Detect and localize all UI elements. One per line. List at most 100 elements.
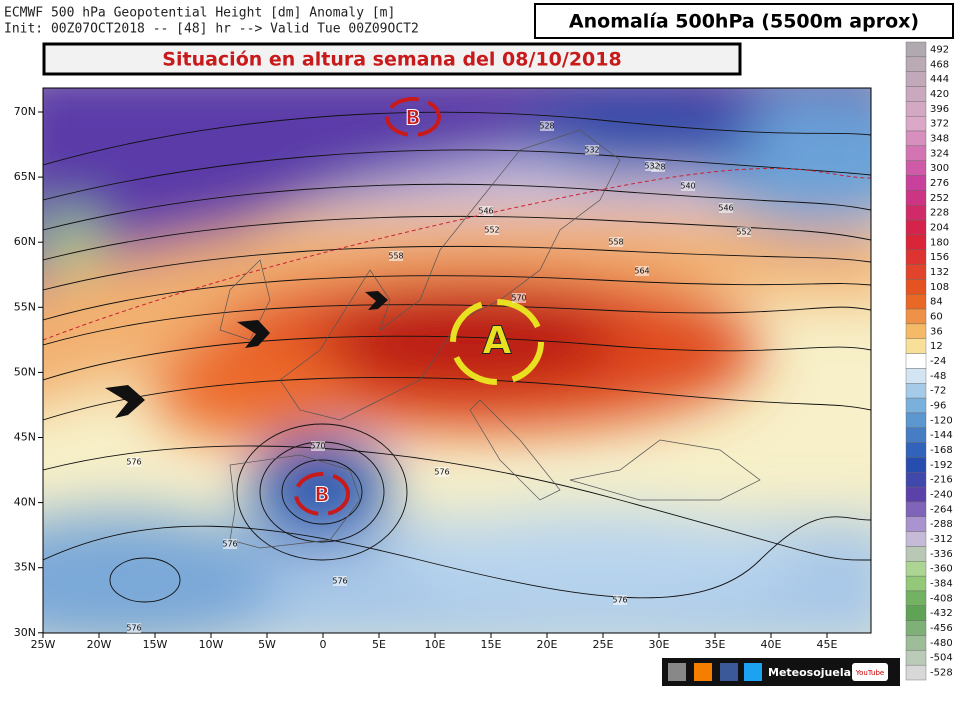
colorbar-cell [905,323,927,339]
contour-label-bg [681,181,695,191]
colorbar-cell [905,516,927,532]
title-main-box [42,42,742,76]
colorbar-cell [905,86,927,102]
colorbar-label: 372 [930,119,949,130]
colorbar-cell [905,338,927,354]
contour-label: 576 [612,596,627,605]
title-main: Situación en altura semana del 08/10/201… [162,49,621,71]
contour-label-bg [512,293,526,303]
colorbar-cell [905,190,927,206]
lon-label: 25W [31,638,56,651]
colorbar-label: -336 [930,549,953,560]
contour-label-bg [645,161,659,171]
contour-label: 532 [644,162,659,171]
colorbar-label: 348 [930,133,949,144]
header-line: ECMWF 500 hPa Geopotential Height [dm] A… [4,6,395,21]
colorbar-cell [905,294,927,310]
colorbar-label: 204 [930,222,949,233]
lat-label: 35N [14,561,36,574]
brand: Meteosojuela [768,666,851,679]
colorbar-label: 132 [930,267,949,278]
colorbar-cell [905,115,927,132]
colorbar-cell [905,590,927,607]
lon-label: 5W [258,638,276,651]
pressure-symbol: B [405,106,420,130]
colorbar-cell [905,427,927,443]
icon [720,663,738,681]
colorbar-cell [905,175,927,191]
icon [694,663,712,681]
contour-label: 558 [608,238,623,247]
lat-label: 70N [14,105,36,118]
contour-label-bg [737,227,751,237]
colorbar-label: -144 [930,430,953,441]
colorbar-label: 108 [930,282,949,293]
colorbar-label: -504 [930,653,953,664]
lat-label: 40N [14,496,36,509]
title-right: Anomalía 500hPa (5500m aprox) [569,11,919,33]
lat-label: 55N [14,300,36,313]
colorbar-label: 180 [930,237,949,248]
colorbar-label: -240 [930,490,953,501]
contour-label-bg [719,203,733,213]
contour-label: 540 [680,182,695,191]
lon-label: 10W [199,638,224,651]
icon [668,663,686,681]
contour-label-bg [585,145,599,155]
contour-label-bg [479,206,493,216]
contour-label: 558 [388,252,403,261]
colorbar-label: 492 [930,44,949,55]
colorbar-cell [905,575,927,592]
colorbar-label: -48 [930,371,946,382]
colorbar-cell [905,353,927,369]
contour-label-bg [311,441,325,451]
colorbar-cell [905,531,927,547]
colorbar-cell [905,219,927,236]
colorbar-cell [905,397,927,414]
lon-label: 0 [320,638,327,651]
colorbar-cell [905,279,927,295]
contour-label-bg [127,623,141,633]
colorbar-label: 396 [930,104,949,115]
colorbar-cell [905,664,927,681]
colorbar-label: 300 [930,163,949,174]
colorbar-cell [905,635,927,651]
colorbar-cell [905,308,927,325]
colorbar-label: 228 [930,208,949,219]
lon-label: 15W [143,638,168,651]
colorbar-label: -288 [930,519,953,530]
colorbar-label: -384 [930,579,953,590]
youtube-label: YouTube [855,669,884,677]
colorbar-label: 252 [930,193,949,204]
contour-label: 528 [539,122,554,131]
lon-label: 45E [817,638,838,651]
lon-label: 5E [372,638,386,651]
contour-label: 576 [222,540,237,549]
colorbar-label: -96 [930,401,946,412]
pressure-symbol: A [482,319,512,363]
colorbar-label: -456 [930,623,953,634]
colorbar-label: 84 [930,297,943,308]
contour-label-bg [609,237,623,247]
colorbar-cell [905,41,927,58]
contour-label: 546 [718,204,733,213]
lat-label: 65N [14,170,36,183]
lat-label: 45N [14,431,36,444]
colorbar-cell [905,605,927,621]
colorbar-label: -528 [930,668,953,679]
colorbar-cell [905,368,927,384]
colorbar-label: 60 [930,311,943,322]
colorbar-label: -408 [930,593,953,604]
colorbar-cell [905,650,927,666]
pressure-symbols [294,97,544,516]
title-box [534,3,954,39]
contour-label: 576 [434,468,449,477]
wind-arrows [105,291,388,418]
contour-label-bg [389,251,403,261]
colorbar-cell [905,486,927,503]
map-frame [42,87,872,634]
lon-label: 30E [649,638,670,651]
colorbar-label: -432 [930,608,953,619]
colorbar-label: -192 [930,460,953,471]
contour-label-bg [223,539,237,549]
